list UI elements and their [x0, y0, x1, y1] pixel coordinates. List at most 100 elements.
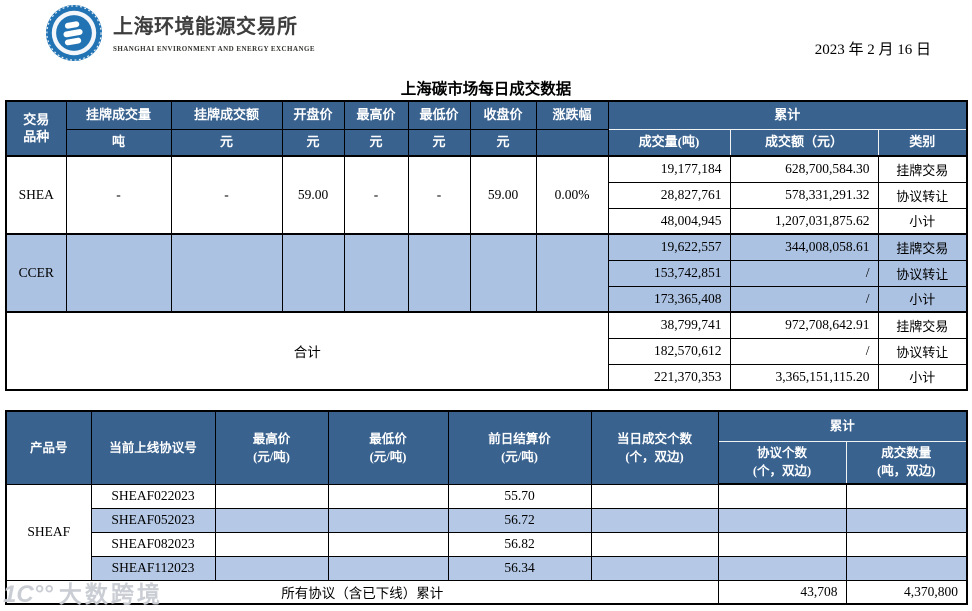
footer-trade-quantity: 4,370,800 — [845, 579, 968, 605]
shea-close: 59.00 — [469, 155, 537, 235]
shea-listed-amount: - — [170, 155, 283, 235]
table-row-ccer-1: CCER 19,622,557 344,008,058.61 挂牌交易 — [5, 233, 968, 313]
today-count-1 — [590, 507, 719, 533]
org-name-en: SHANGHAI ENVIRONMENT AND ENERGY EXCHANGE — [113, 45, 315, 53]
masthead: 上海环境能源交易所 SHANGHAI ENVIRONMENT AND ENERG… — [0, 0, 972, 70]
ccer-cum-volume-1: 153,742,851 — [607, 259, 731, 287]
unit-yuan: 元 — [343, 128, 409, 157]
ccer-change — [535, 233, 609, 313]
ccer-high — [343, 233, 409, 313]
total-cum-volume-1: 182,570,612 — [607, 337, 731, 365]
col-header-cum-volume: 成交量(吨) — [607, 128, 731, 157]
high-3 — [214, 555, 329, 581]
col-header-category: 类别 — [877, 128, 968, 157]
unit-yuan: 元 — [407, 128, 471, 157]
unit-blank — [535, 128, 609, 157]
col-header-close: 收盘价 — [469, 100, 537, 130]
ccer-listed-amount — [170, 233, 283, 313]
table-row-sheaf-1: SHEAF SHEAF022023 55.70 — [5, 483, 968, 581]
high-1 — [214, 507, 329, 533]
variety-shea: SHEA — [5, 155, 67, 235]
total-cum-volume-2: 221,370,353 — [607, 363, 731, 391]
table-row-total-1: 合计 38,799,741 972,708,642.91 挂牌交易 — [5, 311, 968, 391]
footer-label: 所有协议（含已下线）累计 — [5, 579, 719, 605]
cum-count-2 — [717, 531, 847, 557]
today-count-2 — [590, 531, 719, 557]
ccer-category-2: 小计 — [877, 285, 968, 313]
table-row-total-2: 182,570,612 / 协议转让 — [6, 337, 968, 365]
cum-count-1 — [717, 507, 847, 533]
shea-change: 0.00% — [535, 155, 609, 235]
prev-settle-0: 55.70 — [447, 483, 592, 509]
low-3 — [327, 555, 449, 581]
col-header-listed-amount: 挂牌成交额 — [170, 100, 283, 130]
unit-yuan: 元 — [170, 128, 283, 157]
total-cum-amount-1: / — [729, 337, 879, 365]
shea-category-2: 小计 — [877, 207, 968, 235]
col-header-variety: 交易 品种 — [5, 100, 67, 157]
ccer-close — [469, 233, 537, 313]
low-1 — [327, 507, 449, 533]
col-header-agreement-no: 当前上线协议号 — [90, 410, 216, 485]
shea-low: - — [407, 155, 471, 235]
table-row-sheaf-3: SHEAF082023 56.82 — [6, 531, 968, 557]
col-header-prev-settle: 前日结算价 (元/吨) — [447, 410, 592, 485]
high-0 — [214, 483, 329, 509]
col-header-agreement-count: 协议个数 (个，双边) — [717, 440, 847, 485]
today-count-3 — [590, 555, 719, 581]
col-header-today-count: 当日成交个数 (个，双边) — [590, 410, 719, 485]
col-header-listed-volume: 挂牌成交量 — [65, 100, 172, 130]
col-header-cumulative2: 累计 — [717, 410, 968, 442]
table-row-shea-2: 28,827,761 578,331,291.32 协议转让 — [6, 181, 968, 209]
col-header-trade-quantity: 成交数量 (吨，双边) — [845, 440, 968, 485]
table-row-shea-1: SHEA - - 59.00 - - 59.00 0.00% 19,177,18… — [5, 155, 968, 235]
shea-high: - — [343, 155, 409, 235]
ccer-cum-amount-2: / — [729, 285, 879, 313]
ccer-low — [407, 233, 471, 313]
total-cum-amount-2: 3,365,151,115.20 — [729, 363, 879, 391]
ccer-cum-amount-1: / — [729, 259, 879, 287]
low-2 — [327, 531, 449, 557]
shea-cum-volume-0: 19,177,184 — [607, 155, 731, 183]
shea-open: 59.00 — [281, 155, 345, 235]
high-2 — [214, 531, 329, 557]
cum-count-0 — [717, 483, 847, 509]
ccer-open — [281, 233, 345, 313]
shea-cum-amount-0: 628,700,584.30 — [729, 155, 879, 183]
total-cum-amount-0: 972,708,642.91 — [729, 311, 879, 339]
col-header-low2: 最低价 (元/吨) — [327, 410, 449, 485]
agreement-table: 产品号 当前上线协议号 最高价 (元/吨) 最低价 (元/吨) 前日结算价 (元… — [5, 410, 969, 605]
shea-category-0: 挂牌交易 — [877, 155, 968, 183]
page-title: 上海碳市场每日成交数据 — [400, 81, 572, 98]
shea-cum-volume-1: 28,827,761 — [607, 181, 731, 209]
low-0 — [327, 483, 449, 509]
today-count-0 — [590, 483, 719, 509]
ccer-cum-amount-0: 344,008,058.61 — [729, 233, 879, 261]
total-category-2: 小计 — [877, 363, 968, 391]
table-row-sheaf-4: SHEAF112023 56.34 — [6, 555, 968, 581]
col-header-high2: 最高价 (元/吨) — [214, 410, 329, 485]
shea-cum-volume-2: 48,004,945 — [607, 207, 731, 235]
total-cum-volume-0: 38,799,741 — [607, 311, 731, 339]
cum-qty-3 — [845, 555, 968, 581]
product-sheaf: SHEAF — [5, 483, 92, 581]
cum-qty-2 — [845, 531, 968, 557]
col-header-change: 涨跌幅 — [535, 100, 609, 130]
org-name-zh: 上海环境能源交易所 — [113, 16, 298, 38]
col-header-cumulative: 累计 — [607, 100, 968, 130]
cum-qty-1 — [845, 507, 968, 533]
shea-category-1: 协议转让 — [877, 181, 968, 209]
table-footer-row: 所有协议（含已下线）累计 43,708 4,370,800 — [5, 579, 968, 605]
prev-settle-3: 56.34 — [447, 555, 592, 581]
unit-ton: 吨 — [65, 128, 172, 157]
exchange-logo-icon — [45, 4, 103, 62]
variety-ccer: CCER — [5, 233, 67, 313]
table-row-ccer-2: 153,742,851 / 协议转让 — [6, 259, 968, 287]
agreement-no-1: SHEAF052023 — [90, 507, 216, 533]
agreement-no-3: SHEAF112023 — [90, 555, 216, 581]
org-names: 上海环境能源交易所 SHANGHAI ENVIRONMENT AND ENERG… — [113, 10, 315, 53]
shea-cum-amount-2: 1,207,031,875.62 — [729, 207, 879, 235]
col-header-open: 开盘价 — [281, 100, 345, 130]
prev-settle-1: 56.72 — [447, 507, 592, 533]
